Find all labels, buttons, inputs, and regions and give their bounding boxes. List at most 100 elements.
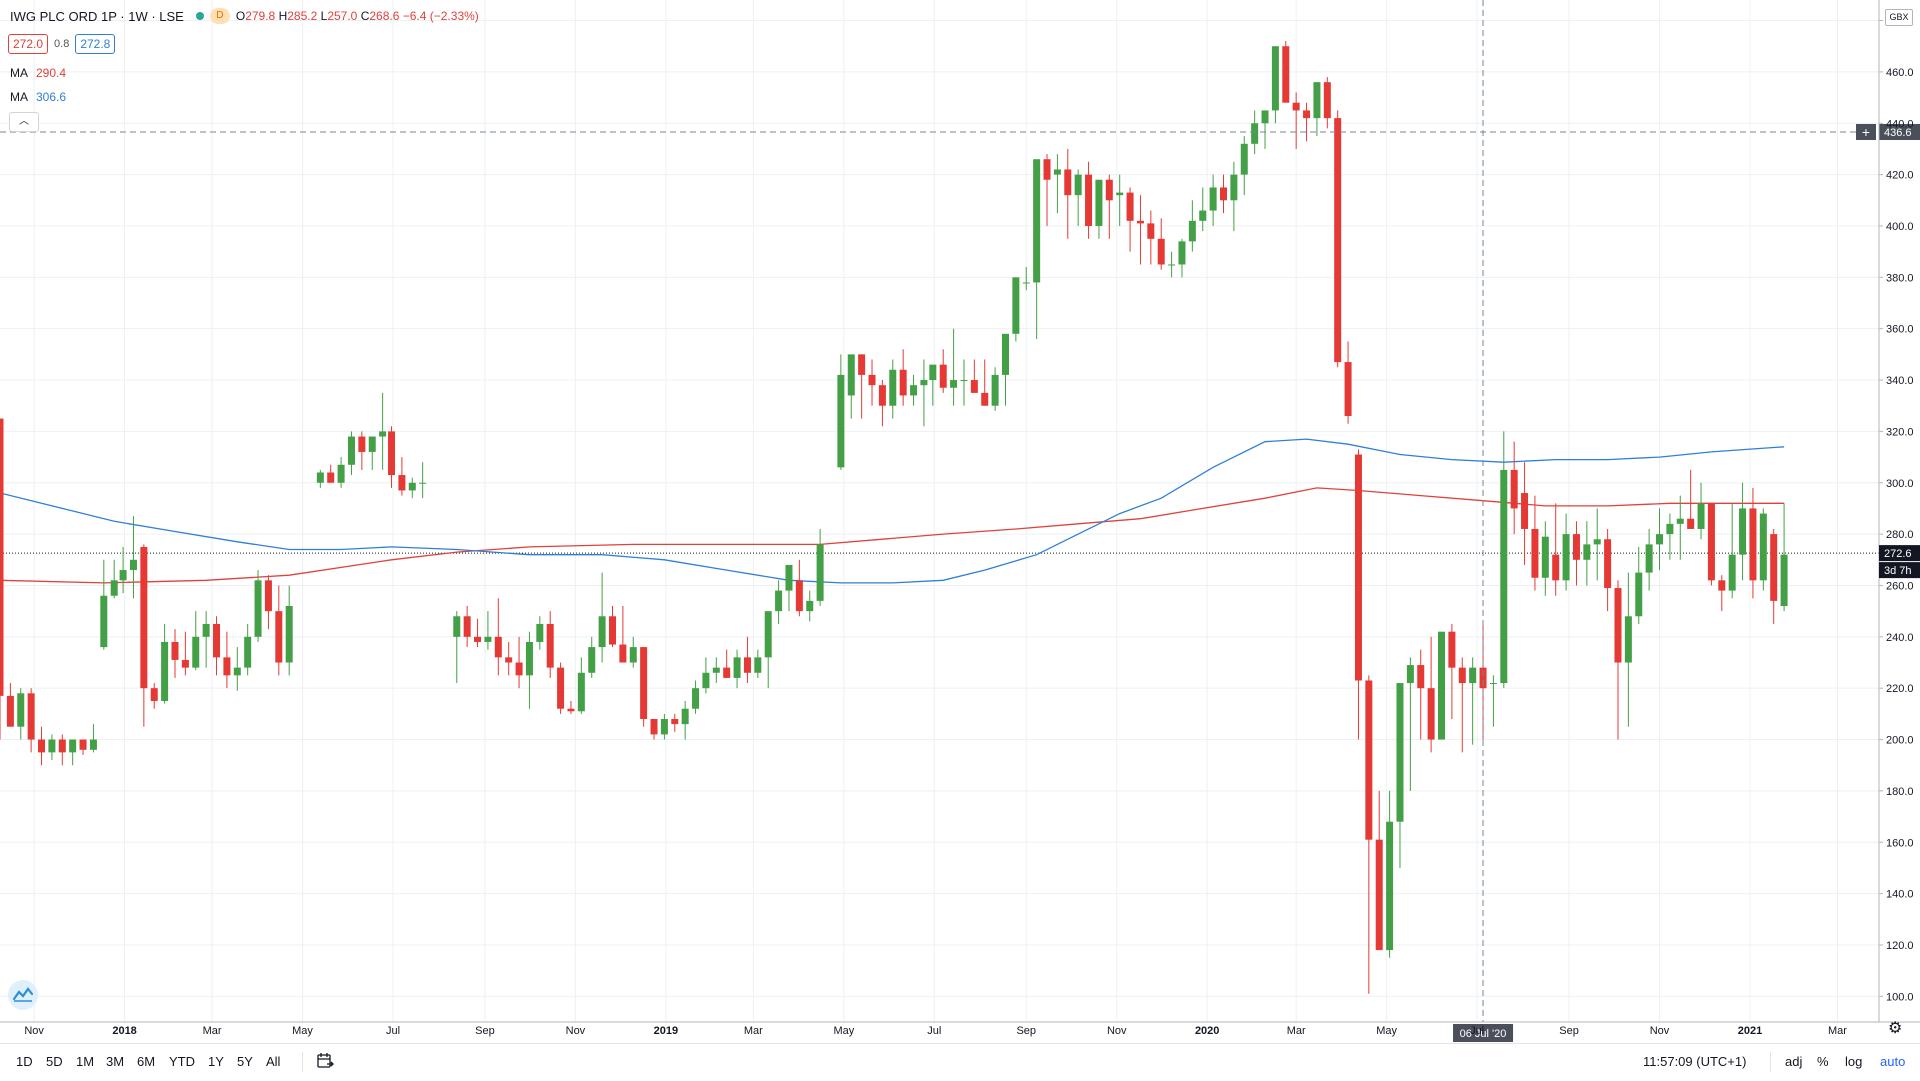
candle-body (1313, 82, 1321, 119)
candle-body (1572, 534, 1580, 560)
bid-price[interactable]: 272.0 (8, 34, 49, 54)
candle-body (223, 657, 231, 676)
candle-body (1022, 282, 1030, 284)
currency-label[interactable]: GBX (1885, 9, 1913, 26)
candle-body (1220, 187, 1228, 201)
candle-body (244, 636, 252, 668)
range-ytd-button[interactable]: YTD (169, 1054, 195, 1069)
candle (939, 349, 947, 393)
candle-body (1604, 539, 1612, 589)
candle-body (347, 436, 355, 465)
log-scale-toggle[interactable]: log (1845, 1054, 1863, 1069)
candle-body (1583, 544, 1591, 560)
moving-average-line-2 (0, 438, 1785, 584)
range-3m-button[interactable]: 3M (106, 1054, 125, 1069)
candle (1178, 238, 1186, 278)
candle-body (1365, 680, 1373, 840)
candle (484, 611, 492, 650)
gear-icon[interactable]: ⚙ (1888, 1020, 1903, 1037)
range-1y-button[interactable]: 1Y (208, 1054, 224, 1069)
range-1m-button[interactable]: 1M (76, 1054, 95, 1069)
candle (1334, 110, 1342, 368)
candle-body (1645, 544, 1653, 573)
candle (254, 570, 262, 642)
candle-body (970, 380, 978, 393)
candle (1417, 649, 1425, 740)
range-6m-button[interactable]: 6M (137, 1054, 156, 1069)
toolbar-divider (1770, 1052, 1771, 1072)
time-tick-label: Jul (1470, 1025, 1484, 1037)
candle (1323, 77, 1331, 129)
candle-body (525, 641, 533, 676)
range-1d-button[interactable]: 1D (16, 1054, 33, 1069)
candle (1624, 572, 1632, 727)
candle-body (1043, 159, 1051, 180)
time-tick-label: May (292, 1025, 313, 1037)
candle (171, 629, 179, 678)
range-5d-button[interactable]: 5D (46, 1054, 63, 1069)
candle (1666, 513, 1674, 560)
candle (388, 426, 396, 488)
auto-scale-toggle[interactable]: auto (1880, 1054, 1906, 1069)
range-all-button[interactable]: All (266, 1054, 281, 1069)
candle (515, 636, 523, 689)
candle-body (202, 623, 210, 637)
candle-body (754, 657, 762, 673)
candle-body (764, 611, 772, 658)
candle-body (1479, 667, 1487, 689)
candle-body (1085, 174, 1093, 226)
adjust-toggle[interactable]: adj (1785, 1054, 1803, 1069)
candle-body (171, 641, 179, 660)
candle (588, 636, 596, 678)
candle-body (1759, 513, 1767, 581)
range-5y-button[interactable]: 5Y (237, 1054, 253, 1069)
candle (1292, 92, 1300, 149)
candle (546, 611, 554, 678)
candle (181, 631, 189, 676)
candle (368, 436, 376, 470)
market-status-icon (195, 12, 204, 20)
ma-legend-1[interactable]: MA 290.4 (10, 66, 67, 80)
candle (6, 683, 14, 727)
add-alert-button (1856, 123, 1876, 140)
symbol-title[interactable]: IWG PLC ORD 1P · 1W · LSE (10, 8, 184, 24)
candle (816, 528, 824, 607)
collapse-legend-button[interactable]: ︿ (9, 112, 39, 132)
candle (1396, 683, 1404, 868)
candle (316, 469, 324, 488)
candle-body (577, 672, 585, 712)
candle-body (1448, 631, 1456, 668)
candle (1230, 161, 1238, 232)
candle-body (608, 616, 616, 645)
candle-body (650, 718, 658, 735)
candle-body (1687, 518, 1695, 529)
candle (48, 734, 56, 761)
goto-date-icon[interactable] (316, 1052, 334, 1073)
candle (398, 457, 406, 496)
candle (1593, 508, 1601, 581)
candle-body (213, 623, 221, 658)
candle (408, 477, 416, 499)
candle-body (1303, 110, 1311, 119)
delayed-badge[interactable]: D (209, 8, 230, 24)
clock-display[interactable]: 11:57:09 (UTC+1) (1643, 1054, 1747, 1069)
candle (960, 359, 968, 406)
candle-body (899, 369, 907, 396)
candle-body (379, 431, 387, 437)
tradingview-logo-icon[interactable] (8, 980, 38, 1010)
candle-body (588, 647, 596, 673)
ma-legend-2[interactable]: MA 306.6 (10, 90, 67, 104)
crosshair-price-label: 436.6 (1884, 127, 1912, 139)
time-tick-label: 2020 (1195, 1025, 1219, 1037)
price-tick-label: 380.0 (1886, 272, 1914, 284)
percent-scale-toggle[interactable]: % (1817, 1054, 1829, 1069)
candle (681, 701, 689, 740)
candle (1489, 675, 1497, 727)
candle (347, 431, 355, 476)
ask-price[interactable]: 272.8 (75, 34, 116, 54)
candle (889, 359, 897, 419)
candle (89, 724, 97, 753)
price-chart[interactable]: +436.6 06 Jul '20 100.0 120.0 140.0 160.0 180… (0, 0, 1920, 1043)
candle (1604, 528, 1612, 612)
countdown-badge (1879, 562, 1920, 579)
